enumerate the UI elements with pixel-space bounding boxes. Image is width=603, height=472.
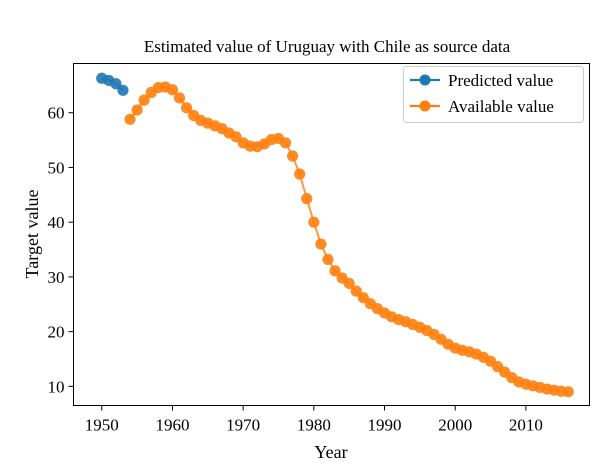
legend-box [403,66,584,123]
data-point-available-value [343,277,355,290]
x-axis-label: Year [314,442,347,462]
data-point-available-value [279,137,292,149]
x-tick-label: 1970 [226,416,260,435]
series-available-value [124,81,574,398]
x-tick-label: 2000 [438,416,472,435]
y-tick-label: 50 [48,158,65,177]
data-point-available-value [294,168,306,180]
data-point-predicted-value [110,78,122,90]
legend-label-predicted: Predicted value [448,71,553,90]
data-point-available-value [166,84,179,96]
legend: Predicted value Available value [403,66,584,123]
y-tick-label: 40 [48,213,65,232]
data-point-predicted-value [117,84,129,96]
y-axis-label: Target value [22,190,42,279]
data-point-available-value [350,285,362,297]
x-tick-label: 1990 [368,416,402,435]
data-point-available-value [329,265,341,277]
legend-marker-available [419,100,431,112]
y-tick-label: 30 [48,268,65,287]
data-point-available-value [308,216,320,228]
data-point-available-value [322,253,334,265]
y-axis-ticks: 10 20 30 40 50 60 [48,104,74,396]
x-tick-label: 2010 [509,416,543,435]
x-tick-label: 1950 [85,416,119,435]
data-point-available-value [181,102,193,114]
data-point-available-value [562,386,574,398]
x-tick-label: 1960 [155,416,189,435]
series-predicted-value [96,72,129,96]
legend-label-available: Available value [448,97,554,116]
data-point-available-value [138,94,150,106]
series-line-available-value [129,86,569,393]
data-point-available-value [301,193,313,205]
x-axis-ticks: 1950 1960 1970 1980 1990 2000 2010 [85,405,543,435]
y-tick-label: 10 [48,377,65,396]
x-tick-label: 1980 [297,416,331,435]
data-point-available-value [315,238,327,250]
data-point-available-value [131,104,143,116]
series-layer [96,72,574,398]
chart-title: Estimated value of Uruguay with Chile as… [144,37,511,56]
data-point-available-value [173,92,186,104]
plot-area [73,63,590,406]
legend-marker-predicted [419,74,431,86]
data-point-available-value [287,150,299,162]
data-point-available-value [124,113,136,125]
y-tick-label: 60 [48,104,65,123]
y-tick-label: 20 [48,323,65,342]
